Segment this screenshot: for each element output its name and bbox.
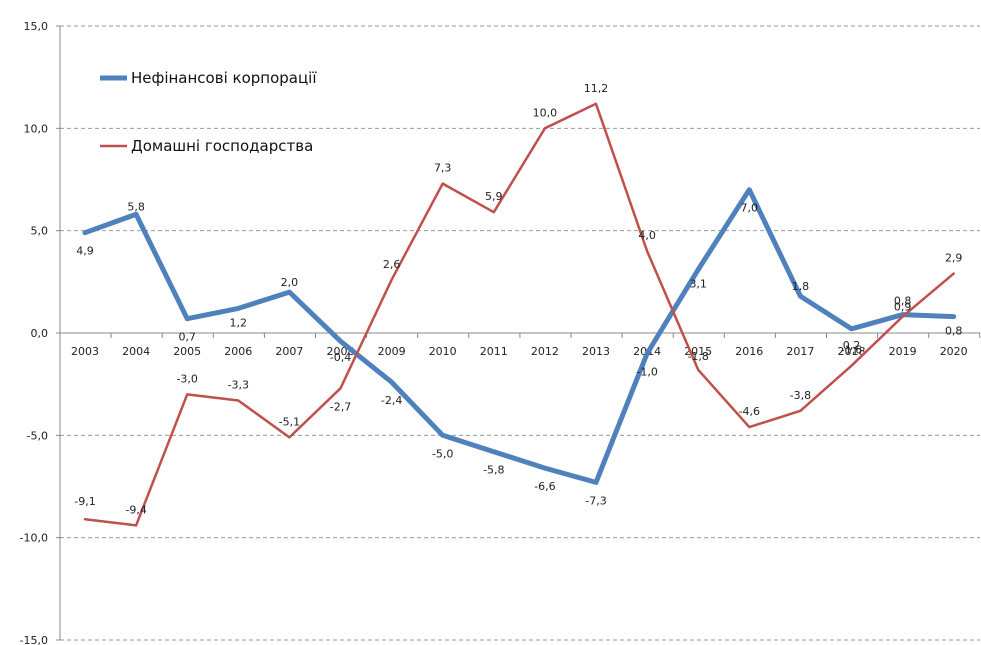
x-tick-label: 2016 xyxy=(735,345,763,358)
data-label-households: -9,1 xyxy=(74,495,95,508)
data-label-corporations: 1,2 xyxy=(230,316,248,329)
data-label-households: -3,0 xyxy=(176,372,197,385)
series-line-corporations xyxy=(82,187,957,485)
data-label-households: -1,8 xyxy=(687,350,708,363)
x-tick-label: 2019 xyxy=(889,345,917,358)
x-tick-label: 2013 xyxy=(582,345,610,358)
x-tick-label: 2018 xyxy=(838,345,866,358)
data-label-corporations: -1,0 xyxy=(636,365,657,378)
series-lines xyxy=(82,102,957,527)
grid-lines xyxy=(60,25,980,641)
x-tick-label: 2011 xyxy=(480,345,508,358)
x-tick-label: 2020 xyxy=(940,345,968,358)
data-label-corporations: 1,8 xyxy=(792,280,810,293)
data-label-corporations: -7,3 xyxy=(585,494,606,507)
x-tick-label: 2006 xyxy=(224,345,252,358)
data-label-households: 2,9 xyxy=(945,252,963,265)
data-label-households: 5,9 xyxy=(485,190,503,203)
data-label-households: 0,8 xyxy=(894,295,912,308)
x-axis-ticks: 2003 2004 2005 2006 2007 2008 2009 2010 2011 2012… xyxy=(59,333,981,358)
data-label-corporations: -2,4 xyxy=(381,394,402,407)
data-label-corporations: -0,4 xyxy=(330,351,351,364)
data-label-corporations: 5,8 xyxy=(127,200,145,213)
y-tick-label: 15,0 xyxy=(24,20,49,33)
data-label-corporations: 2,0 xyxy=(281,276,299,289)
data-label-corporations: 7,0 xyxy=(741,202,759,215)
legend-label-households: Домашні господарства xyxy=(131,137,313,155)
data-label-corporations: 4,9 xyxy=(76,245,94,258)
data-labels: 4,9 5,8 0,7 1,2 2,0 -0,4 -2,4 -5,0 -5,8 -6,6 -7,3 -… xyxy=(74,82,962,517)
x-tick-label: 2009 xyxy=(378,345,406,358)
data-label-households: -3,3 xyxy=(228,379,249,392)
x-tick-label: 2005 xyxy=(173,345,201,358)
y-tick-label: 0,0 xyxy=(31,327,49,340)
data-label-corporations: 3,1 xyxy=(689,278,707,291)
data-label-households: -3,8 xyxy=(790,389,811,402)
data-label-households: -5,1 xyxy=(279,415,300,428)
data-label-households: 11,2 xyxy=(584,82,609,95)
legend: Нефінансові корпорації Домашні господарс… xyxy=(100,69,317,155)
y-tick-label: -10,0 xyxy=(20,532,48,545)
data-label-households: -9,4 xyxy=(125,503,146,516)
data-label-households: 7,3 xyxy=(434,162,452,175)
data-label-corporations: -5,8 xyxy=(483,464,504,477)
series-line-households xyxy=(83,102,955,527)
data-label-households: 4,0 xyxy=(638,229,656,242)
data-label-households: -2,7 xyxy=(330,400,351,413)
data-label-corporations: -5,0 xyxy=(432,447,453,460)
x-tick-label: 2007 xyxy=(275,345,303,358)
data-label-households: 2,6 xyxy=(383,258,401,271)
y-tick-label: -5,0 xyxy=(27,429,48,442)
y-tick-label: -15,0 xyxy=(20,634,48,645)
x-tick-label: 2010 xyxy=(429,345,457,358)
data-label-households: -1,6 xyxy=(841,344,862,357)
x-tick-label: 2017 xyxy=(786,345,814,358)
y-axis-ticks: 15,0 10,0 5,0 0,0 -5,0 -10,0 -15,0 xyxy=(20,20,60,645)
data-label-corporations: 0,8 xyxy=(945,325,963,338)
data-label-households: -4,6 xyxy=(739,405,760,418)
legend-label-corporations: Нефінансові корпорації xyxy=(131,69,317,87)
y-tick-label: 5,0 xyxy=(31,225,49,238)
x-tick-label: 2004 xyxy=(122,345,150,358)
x-tick-label: 2003 xyxy=(71,345,99,358)
data-label-households: 10,0 xyxy=(533,106,558,119)
data-label-corporations: 0,2 xyxy=(843,339,861,352)
data-label-corporations: 0,9 xyxy=(894,301,912,314)
y-tick-label: 10,0 xyxy=(24,122,49,135)
data-label-corporations: -6,6 xyxy=(534,480,555,493)
data-label-corporations: 0,7 xyxy=(178,331,196,344)
x-tick-label: 2012 xyxy=(531,345,559,358)
